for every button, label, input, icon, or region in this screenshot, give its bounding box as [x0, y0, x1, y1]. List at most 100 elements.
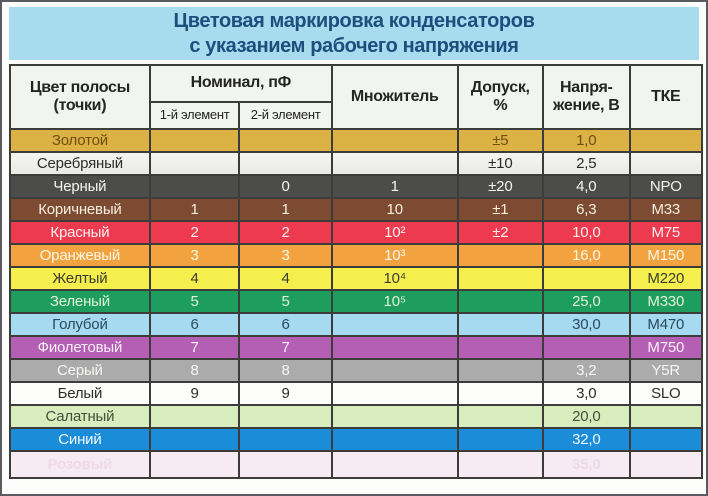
cell-voltage: 16,0 — [542, 243, 631, 268]
cell-tke: NPO — [628, 174, 704, 199]
cell-tke — [628, 404, 704, 429]
cell-element2: 5 — [238, 289, 333, 314]
cell-color-name: Белый — [9, 381, 151, 406]
header-tolerance: Допуск, % — [456, 64, 545, 130]
page-title: Цветовая маркировка конденсаторов с указ… — [9, 7, 699, 60]
capacitor-color-table: Цвет полосы (точки) Номинал, пФ Множител… — [9, 64, 704, 479]
cell-element2 — [238, 151, 333, 176]
cell-multiplier — [330, 427, 459, 452]
header-element1: 1-й элемент — [148, 101, 241, 130]
cell-element1 — [148, 427, 241, 452]
cell-voltage — [542, 266, 631, 291]
cell-tolerance — [456, 266, 545, 291]
table-header: Цвет полосы (точки) Номинал, пФ Множител… — [9, 64, 704, 130]
cell-tolerance: ±2 — [456, 220, 545, 245]
cell-multiplier: 1 — [330, 174, 459, 199]
cell-element1: 7 — [148, 335, 241, 360]
header-nominal: Номинал, пФ — [148, 64, 333, 103]
table-body: Золотой ±5 1,0 Серебряный ±10 2,5 Черный 0 1 ±20 4… — [9, 128, 704, 479]
table-row-salad: Салатный 20,0 — [9, 404, 704, 429]
cell-tolerance — [456, 404, 545, 429]
cell-color-name: Желтый — [9, 266, 151, 291]
cell-tolerance: ±20 — [456, 174, 545, 199]
table-row-white: Белый 9 9 3,0 SLO — [9, 381, 704, 406]
cell-multiplier: 10⁴ — [330, 266, 459, 291]
table-row-gold: Золотой ±5 1,0 — [9, 128, 704, 153]
cell-tolerance: ±5 — [456, 128, 545, 153]
cell-color-name: Зеленый — [9, 289, 151, 314]
cell-tolerance: ±10 — [456, 151, 545, 176]
cell-voltage: 4,0 — [542, 174, 631, 199]
table-row-pink: Розовый 35,0 — [9, 450, 704, 479]
cell-tke: М33 — [628, 197, 704, 222]
cell-multiplier: 10³ — [330, 243, 459, 268]
cell-tke: М750 — [628, 335, 704, 360]
header-color-line2: (точки) — [53, 97, 107, 114]
cell-voltage: 30,0 — [542, 312, 631, 337]
cell-tolerance — [456, 312, 545, 337]
cell-tke — [628, 151, 704, 176]
cell-voltage: 32,0 — [542, 427, 631, 452]
cell-color-name: Розовый — [9, 450, 151, 479]
cell-color-name: Голубой — [9, 312, 151, 337]
header-row-sub: 1-й элемент 2-й элемент — [10, 101, 702, 130]
header-tolerance-line2: % — [493, 97, 508, 114]
cell-element2 — [238, 404, 333, 429]
cell-tke — [628, 128, 704, 153]
cell-tolerance: ±1 — [456, 197, 545, 222]
table-row-silver: Серебряный ±10 2,5 — [9, 151, 704, 176]
table-row-black: Черный 0 1 ±20 4,0 NPO — [9, 174, 704, 199]
cell-multiplier — [330, 450, 459, 479]
cell-element1: 9 — [148, 381, 241, 406]
cell-color-name: Коричневый — [9, 197, 151, 222]
table-row-red: Красный 2 2 10² ±2 10,0 М75 — [9, 220, 704, 245]
cell-tke — [628, 450, 704, 479]
cell-voltage: 2,5 — [542, 151, 631, 176]
cell-tke: М75 — [628, 220, 704, 245]
cell-tolerance — [456, 243, 545, 268]
cell-element1: 3 — [148, 243, 241, 268]
cell-element2: 1 — [238, 197, 333, 222]
table-row-gray: Серый 8 8 3,2 Y5R — [9, 358, 704, 383]
cell-element2: 8 — [238, 358, 333, 383]
cell-tolerance — [456, 427, 545, 452]
cell-tolerance — [456, 450, 545, 479]
cell-tolerance — [456, 381, 545, 406]
header-voltage-line1: Напря- — [560, 78, 613, 96]
table-row-yellow: Желтый 4 4 10⁴ М220 — [9, 266, 704, 291]
page-title-line2: с указанием рабочего напряжения — [189, 34, 519, 57]
table-row-brown: Коричневый 1 1 10 ±1 6,3 М33 — [9, 197, 704, 222]
header-color-line1: Цвет полосы — [29, 78, 130, 96]
cell-element1: 2 — [148, 220, 241, 245]
cell-element2: 7 — [238, 335, 333, 360]
cell-multiplier — [330, 358, 459, 383]
cell-tolerance — [456, 335, 545, 360]
cell-multiplier — [330, 404, 459, 429]
cell-element1: 1 — [148, 197, 241, 222]
cell-tke: М220 — [628, 266, 704, 291]
cell-element2: 0 — [238, 174, 333, 199]
cell-element1 — [148, 404, 241, 429]
cell-voltage: 3,0 — [542, 381, 631, 406]
cell-multiplier — [330, 335, 459, 360]
header-row-main: Цвет полосы (точки) Номинал, пФ Множител… — [9, 64, 704, 130]
cell-tke: М330 — [628, 289, 704, 314]
cell-color-name: Оранжевый — [9, 243, 151, 268]
cell-voltage: 10,0 — [542, 220, 631, 245]
cell-multiplier — [330, 128, 459, 153]
cell-element1: 6 — [148, 312, 241, 337]
cell-multiplier: 10² — [330, 220, 459, 245]
cell-tke: SLO — [628, 381, 704, 406]
header-tolerance-line1: Допуск, — [470, 78, 530, 96]
cell-color-name: Серебряный — [9, 151, 151, 176]
cell-element1: 4 — [148, 266, 241, 291]
cell-element2: 2 — [238, 220, 333, 245]
cell-voltage: 1,0 — [542, 128, 631, 153]
cell-multiplier: 10 — [330, 197, 459, 222]
cell-multiplier: 10⁵ — [330, 289, 459, 314]
page-title-line1: Цветовая маркировка конденсаторов — [173, 9, 535, 32]
header-voltage-line2: жение, В — [553, 97, 620, 114]
header-multiplier: Множитель — [330, 64, 459, 130]
table-row-blue: Синий 32,0 — [9, 427, 704, 452]
